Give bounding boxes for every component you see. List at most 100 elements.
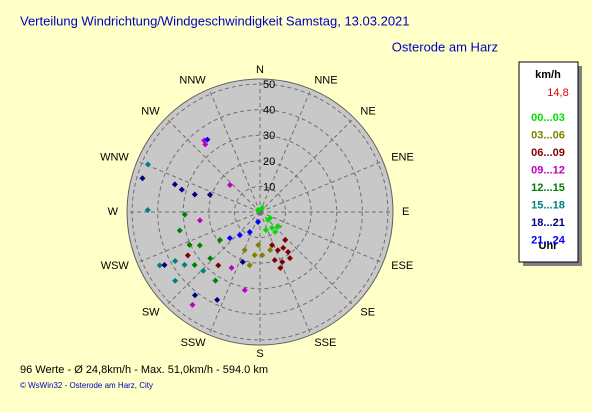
data-point <box>191 261 198 268</box>
direction-label: ESE <box>391 260 413 272</box>
data-point <box>267 247 274 254</box>
data-point <box>144 161 151 168</box>
direction-label: NNE <box>314 75 337 87</box>
data-point <box>226 235 233 242</box>
data-point <box>259 204 266 211</box>
data-point <box>196 242 203 249</box>
data-point <box>156 262 163 269</box>
data-point <box>280 244 287 251</box>
r-tick-label: 40 <box>263 105 275 117</box>
data-point <box>255 207 262 214</box>
spoke <box>136 160 261 213</box>
grid-ring <box>131 83 389 341</box>
legend-footer: Uhr <box>539 240 559 252</box>
credit: © WsWin32 - Osterode am Harz, City <box>20 381 153 390</box>
data-point <box>246 229 253 236</box>
data-point <box>178 186 185 193</box>
data-point <box>271 257 278 264</box>
grid-ring <box>208 160 312 264</box>
data-point <box>269 224 276 231</box>
data-point <box>161 261 168 268</box>
grid-ring <box>157 109 363 315</box>
grid-ring <box>182 134 338 290</box>
spoke <box>259 211 384 264</box>
data-point <box>286 255 293 262</box>
direction-label: S <box>256 348 263 360</box>
current-speed: 14,8 <box>547 87 568 99</box>
spoke <box>259 117 355 213</box>
data-point <box>181 211 188 218</box>
data-point <box>246 262 253 269</box>
data-point <box>279 259 286 266</box>
direction-label: SSW <box>181 337 207 349</box>
data-point <box>274 247 281 254</box>
legend-label: 00...03 <box>531 112 565 124</box>
data-point <box>241 287 248 294</box>
data-point <box>274 223 281 230</box>
data-point <box>181 261 188 268</box>
chart-title: Verteilung Windrichtung/Windgeschwindigk… <box>20 13 410 28</box>
data-point <box>171 181 178 188</box>
direction-label: SW <box>142 306 160 318</box>
data-point <box>206 191 213 198</box>
r-tick-label: 20 <box>263 156 275 168</box>
data-point <box>139 175 146 182</box>
data-point <box>269 242 276 249</box>
data-point <box>172 277 179 284</box>
data-point <box>262 227 269 234</box>
chart-subtitle: Osterode am Harz <box>392 39 498 54</box>
data-point <box>277 265 284 272</box>
direction-label: NW <box>141 105 160 117</box>
grid-ring <box>233 185 287 239</box>
data-point <box>196 217 203 224</box>
data-point <box>176 227 183 234</box>
r-tick-label: 50 <box>263 79 275 91</box>
data-point <box>216 237 223 244</box>
data-point <box>267 215 274 222</box>
legend-box <box>518 61 579 263</box>
direction-label: NNW <box>179 75 206 87</box>
spoke <box>165 211 261 307</box>
direction-label: E <box>402 206 409 218</box>
data-point <box>191 191 198 198</box>
legend-label: 06...09 <box>531 147 565 159</box>
direction-label: SE <box>360 306 375 318</box>
data-point <box>259 252 266 259</box>
data-point <box>204 136 211 143</box>
spoke <box>136 211 261 264</box>
data-point <box>214 296 221 303</box>
legend-label: 18...21 <box>531 217 565 229</box>
data-point <box>226 181 233 188</box>
spoke <box>208 88 261 213</box>
legend-label: 15...18 <box>531 199 565 211</box>
spoke <box>259 88 312 213</box>
legend-label: 03...06 <box>531 129 565 141</box>
data-point <box>272 229 279 236</box>
spoke <box>259 160 384 213</box>
direction-label: ENE <box>391 152 414 164</box>
direction-label: WSW <box>101 260 130 272</box>
data-point <box>255 241 262 248</box>
data-point <box>255 219 262 226</box>
direction-label: SSE <box>314 337 336 349</box>
data-point <box>191 292 198 299</box>
r-tick-label: 10 <box>263 181 275 193</box>
direction-label: W <box>108 206 119 218</box>
legend-title: km/h <box>535 69 561 81</box>
data-point <box>282 236 289 243</box>
data-point <box>172 257 179 264</box>
data-point <box>144 207 151 214</box>
footer: 96 Werte - Ø 24,8km/h - Max. 51,0km/h - … <box>20 364 268 376</box>
spoke <box>165 117 261 213</box>
spoke <box>259 211 312 336</box>
legend-label: 12...15 <box>531 182 565 194</box>
legend-label: 21...24 <box>531 234 566 246</box>
direction-label: N <box>256 64 264 76</box>
data-point <box>285 249 292 256</box>
data-point <box>251 252 258 259</box>
r-tick-label: 30 <box>263 130 275 142</box>
legend-label: 09...12 <box>531 164 565 176</box>
data-point <box>215 262 222 269</box>
direction-label: WNW <box>100 152 129 164</box>
